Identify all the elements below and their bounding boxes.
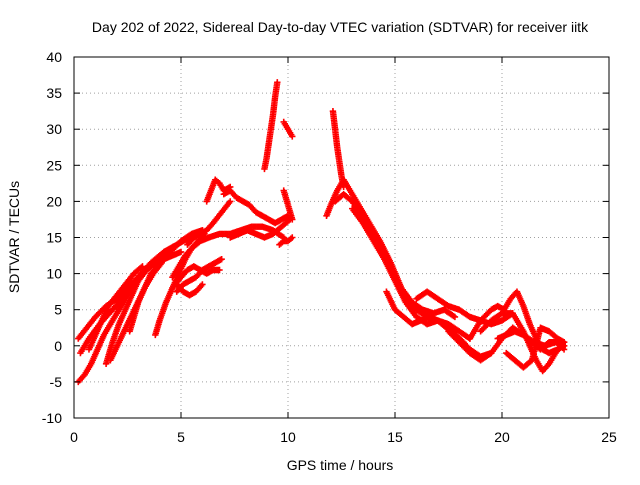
data-point [289,234,296,241]
series-track-18 [280,118,296,140]
data-point [274,79,281,86]
y-tick-label: 40 [46,49,62,65]
data-point [177,248,185,256]
data-point [289,216,296,223]
y-axis-label: SDTVAR / TECUs [6,181,22,293]
series-track-5 [102,266,148,368]
data-point [451,313,459,321]
y-tick-label: 25 [46,157,62,173]
x-tick-label: 5 [177,429,185,445]
y-tick-label: -5 [50,374,63,390]
series-track-15 [220,187,292,227]
data-point [560,346,568,353]
series-track-17 [261,79,281,173]
series-track-13 [184,198,234,248]
y-tick-label: 30 [46,121,62,137]
series-track-21 [329,107,347,191]
data-point [216,266,223,274]
data-point [138,264,145,271]
axis-ticks: 0 5 10 15 20 25 -10 -5 0 5 10 15 20 25 30 35 40 [42,49,617,445]
x-tick-label: 0 [70,429,78,445]
data-point [139,263,146,270]
data-point [160,255,168,263]
series-track-12 [173,281,206,299]
y-tick-label: -10 [42,410,62,426]
data-point [141,266,148,274]
series-track-31 [503,324,568,371]
data-point [560,338,568,346]
y-tick-label: 15 [46,230,62,246]
chart-title: Day 202 of 2022, Sidereal Day-to-day VTE… [92,19,589,35]
x-tick-label: 25 [601,429,617,445]
series-track-20 [276,234,296,248]
y-tick-label: 10 [46,266,62,282]
y-tick-label: 5 [54,302,62,318]
series-track-7 [107,259,165,364]
series-track-16 [227,216,294,241]
series-track-19 [280,187,296,223]
y-tick-label: 20 [46,193,62,209]
data-point [158,259,165,266]
x-tick-label: 15 [387,429,403,445]
data-point [227,198,234,205]
data-point [199,281,206,288]
x-tick-label: 10 [280,429,296,445]
grid [74,57,609,418]
data-points [75,79,568,386]
data-point [218,255,225,263]
x-axis-label: GPS time / hours [287,457,394,473]
x-tick-label: 20 [494,429,510,445]
y-tick-label: 35 [46,85,62,101]
series-track-4 [85,263,146,353]
series-track-14 [203,176,234,205]
y-tick-label: 0 [54,338,62,354]
data-point [289,133,296,140]
